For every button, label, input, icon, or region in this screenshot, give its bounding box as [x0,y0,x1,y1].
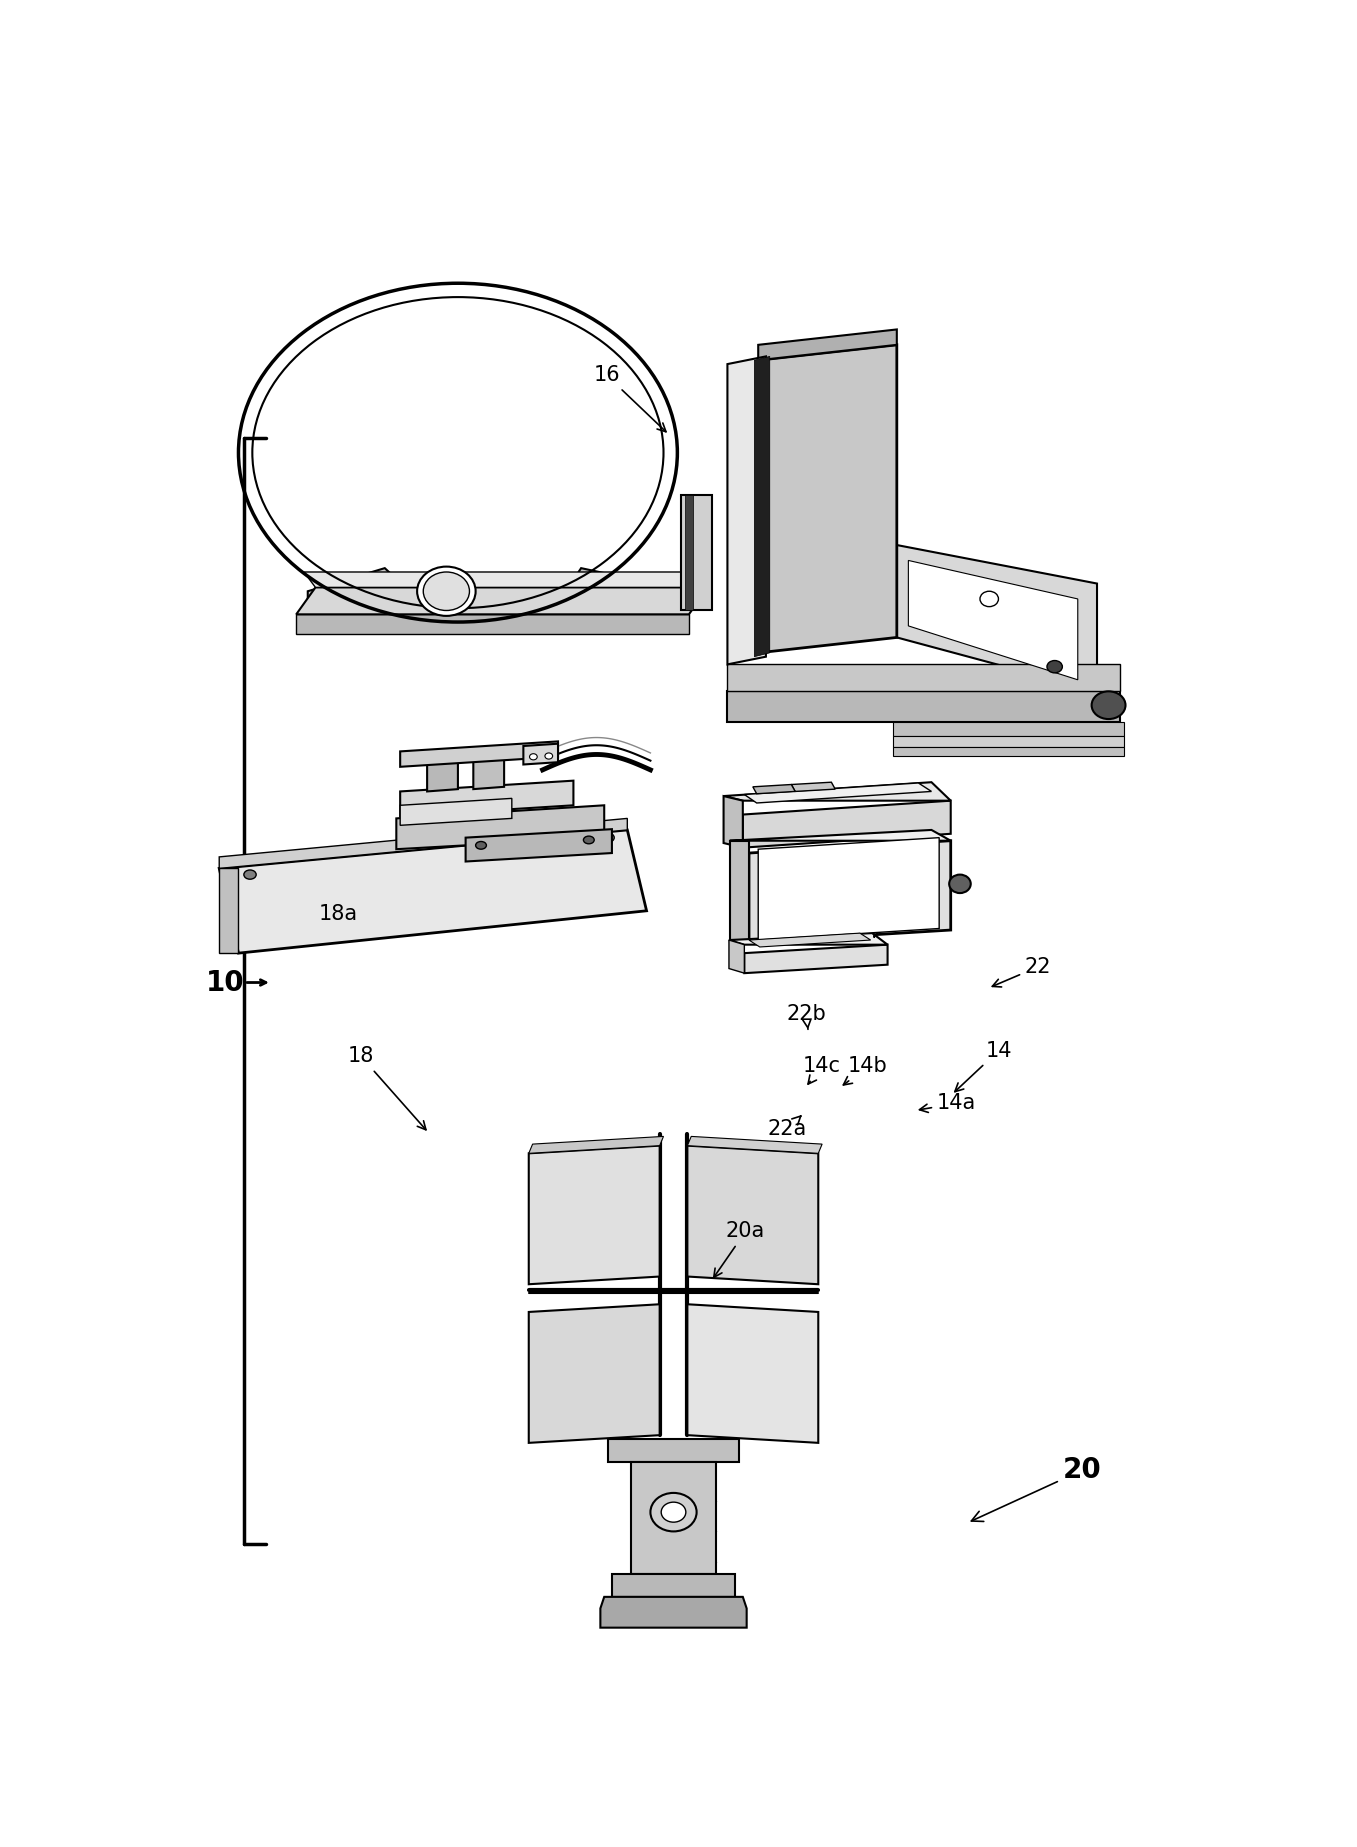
Polygon shape [723,781,951,802]
Polygon shape [759,329,897,360]
Text: 14b: 14b [843,1056,887,1084]
Ellipse shape [584,837,594,844]
Polygon shape [220,829,646,953]
Polygon shape [631,1463,716,1574]
Polygon shape [742,802,951,848]
Polygon shape [753,785,795,794]
Polygon shape [745,944,887,973]
Polygon shape [688,1136,822,1153]
Polygon shape [730,840,749,942]
Ellipse shape [546,754,552,759]
Polygon shape [612,1574,735,1598]
Polygon shape [529,1304,660,1443]
Polygon shape [400,798,512,826]
Polygon shape [608,1439,740,1463]
Ellipse shape [661,1502,685,1522]
Polygon shape [759,345,897,652]
Polygon shape [296,587,708,615]
Polygon shape [908,560,1077,680]
Text: 22: 22 [992,957,1052,986]
Polygon shape [296,615,689,634]
Ellipse shape [239,283,677,622]
Polygon shape [729,933,887,944]
Polygon shape [681,495,712,611]
Ellipse shape [650,1492,696,1531]
Polygon shape [893,746,1124,755]
Text: 20a: 20a [714,1221,765,1278]
Polygon shape [723,796,742,848]
Polygon shape [897,545,1096,691]
Text: 20: 20 [972,1455,1102,1522]
Text: 10: 10 [206,968,244,997]
Polygon shape [745,783,931,803]
Polygon shape [600,1598,746,1627]
Polygon shape [529,1136,664,1153]
Polygon shape [893,722,1124,735]
Ellipse shape [475,842,486,850]
Polygon shape [749,933,871,948]
Ellipse shape [1091,691,1125,718]
Ellipse shape [244,870,256,879]
Polygon shape [524,744,558,765]
Polygon shape [220,818,627,868]
Polygon shape [730,829,951,840]
Text: 22b: 22b [786,1003,826,1029]
Text: 18: 18 [347,1047,426,1130]
Polygon shape [749,840,951,942]
Polygon shape [688,1145,818,1284]
Polygon shape [220,868,239,953]
Ellipse shape [1048,661,1063,672]
Polygon shape [759,839,939,940]
Ellipse shape [603,833,615,842]
Polygon shape [727,691,1120,722]
Polygon shape [427,754,457,792]
Polygon shape [400,781,574,816]
Polygon shape [465,829,612,861]
Polygon shape [308,569,434,615]
Text: 18a: 18a [319,905,358,924]
Ellipse shape [417,567,475,615]
Polygon shape [727,356,765,665]
Polygon shape [529,1145,660,1284]
Text: 14a: 14a [920,1093,976,1114]
Polygon shape [688,1304,818,1443]
Text: 16: 16 [593,366,666,432]
Text: 14: 14 [955,1040,1012,1092]
Text: 24a: 24a [769,911,809,936]
Polygon shape [551,569,689,615]
Polygon shape [727,665,1120,691]
Polygon shape [400,741,558,767]
Polygon shape [474,752,503,789]
Ellipse shape [423,573,470,611]
Text: 14c: 14c [803,1056,841,1084]
Polygon shape [893,735,1124,746]
Polygon shape [791,781,835,792]
Ellipse shape [949,875,970,894]
Polygon shape [396,805,604,850]
Polygon shape [304,573,708,587]
Ellipse shape [529,754,537,759]
Polygon shape [685,495,693,611]
Text: 24b: 24b [859,911,898,936]
Text: 22a: 22a [768,1116,807,1140]
Polygon shape [754,356,769,658]
Polygon shape [729,940,745,973]
Ellipse shape [980,591,999,606]
